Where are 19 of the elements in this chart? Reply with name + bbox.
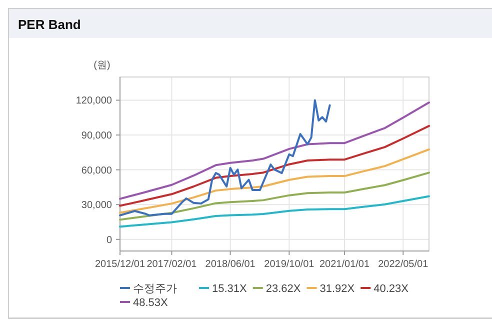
- y-axis-title: (원): [94, 60, 110, 71]
- y-tick-label: 0: [106, 234, 112, 246]
- x-tick-label: 2021/01/01: [320, 259, 370, 270]
- legend-label: 15.31X: [212, 283, 248, 295]
- x-tick-label: 2015/12/01: [94, 259, 146, 270]
- x-tick-label: 2017/02/01: [146, 259, 198, 270]
- chart-title: PER Band: [18, 17, 81, 32]
- y-tick-label: 120,000: [76, 96, 112, 107]
- legend-label: 40.23X: [374, 283, 410, 295]
- x-tick-label: 2022/05/01: [378, 259, 429, 270]
- y-tick-label: 60,000: [81, 165, 112, 176]
- legend-label: 48.53X: [133, 297, 169, 309]
- legend-label: 수정주가: [133, 283, 177, 295]
- x-tick-label: 2019/10/01: [264, 259, 315, 270]
- y-tick-label: 90,000: [81, 130, 112, 142]
- x-tick-label: 2018/06/01: [205, 259, 256, 270]
- y-tick-label: 30,000: [81, 200, 112, 212]
- legend-label: 31.92X: [320, 283, 356, 295]
- legend-label: 23.62X: [266, 283, 302, 295]
